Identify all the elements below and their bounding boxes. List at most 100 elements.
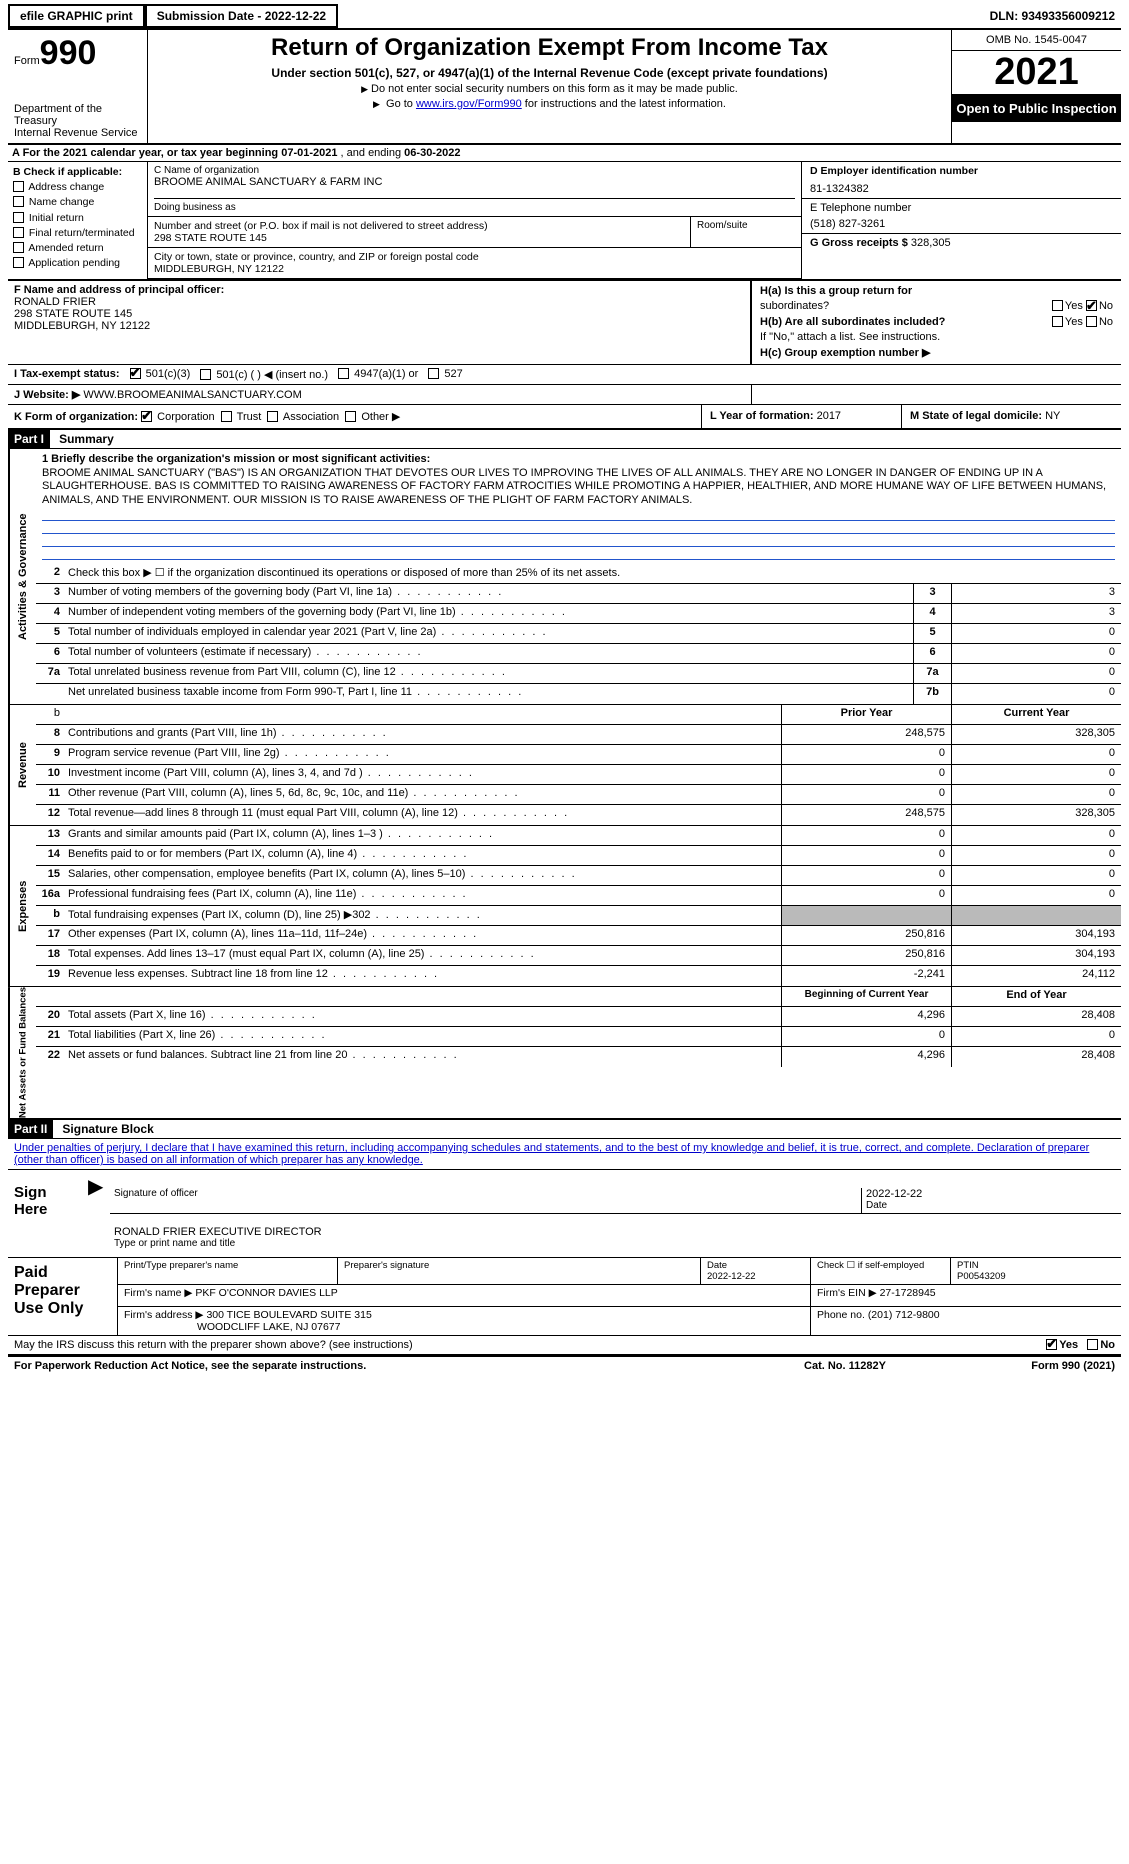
line-a-pre: A For the 2021 calendar year, or tax yea…: [12, 147, 281, 159]
chk-trust[interactable]: [221, 411, 232, 422]
chk-final-return[interactable]: Final return/terminated: [13, 226, 142, 240]
prior-year-hdr: Prior Year: [781, 705, 951, 724]
gross-receipts: 328,305: [911, 237, 951, 249]
l-label: L Year of formation:: [710, 410, 814, 422]
sidelabel-revenue: Revenue: [8, 705, 36, 825]
dept-treasury: Department of the Treasury: [14, 103, 141, 127]
discuss-no[interactable]: [1087, 1339, 1098, 1350]
state-domicile: NY: [1045, 410, 1060, 422]
chk-corporation[interactable]: [141, 411, 152, 422]
preparer-row-1: Print/Type preparer's name Preparer's si…: [118, 1258, 1121, 1285]
section-expenses: Expenses 13Grants and similar amounts pa…: [8, 826, 1121, 987]
chk-address-change[interactable]: Address change: [13, 180, 142, 194]
firm-addr-label: Firm's address ▶: [124, 1309, 204, 1321]
gov-row: 3Number of voting members of the governi…: [36, 584, 1121, 604]
k-label: K Form of organization:: [14, 411, 138, 423]
col-b: B Check if applicable: Address change Na…: [8, 162, 148, 279]
declaration-text: Under penalties of perjury, I declare th…: [8, 1139, 1121, 1169]
hb-note: If "No," attach a list. See instructions…: [760, 330, 1113, 345]
chk-4947[interactable]: [338, 368, 349, 379]
title-block: Form990 Department of the Treasury Inter…: [8, 30, 1121, 145]
f-label: F Name and address of principal officer:: [14, 284, 744, 296]
street-value: 298 STATE ROUTE 145: [154, 232, 684, 244]
part2-label: Part II: [8, 1120, 53, 1138]
phone-value: (518) 827-3261: [810, 218, 1113, 230]
goto-pre: Go to: [386, 98, 416, 110]
hb-label: H(b) Are all subordinates included?: [760, 316, 945, 328]
paid-preparer-block: Paid Preparer Use Only Print/Type prepar…: [8, 1257, 1121, 1336]
chk-association[interactable]: [267, 411, 278, 422]
discuss-question: May the IRS discuss this return with the…: [14, 1339, 413, 1351]
city-value: MIDDLEBURGH, NY 12122: [154, 263, 795, 275]
dba-label: Doing business as: [154, 198, 795, 213]
mission-label: 1 Briefly describe the organization's mi…: [42, 453, 1115, 467]
chk-name-change[interactable]: Name change: [13, 195, 142, 209]
data-row: 11Other revenue (Part VIII, column (A), …: [36, 785, 1121, 805]
chk-501c3[interactable]: [130, 368, 141, 379]
data-row: bTotal fundraising expenses (Part IX, co…: [36, 906, 1121, 926]
data-row: 22Net assets or fund balances. Subtract …: [36, 1047, 1121, 1067]
mission-text: BROOME ANIMAL SANCTUARY ("BAS") IS AN OR…: [42, 467, 1115, 508]
firm-name-label: Firm's name ▶: [124, 1287, 192, 1299]
firm-addr2: WOODCLIFF LAKE, NJ 07677: [197, 1321, 341, 1333]
data-row: 13Grants and similar amounts paid (Part …: [36, 826, 1121, 846]
line-2: 2 Check this box ▶ ☐ if the organization…: [36, 564, 1121, 584]
sign-arrow-icon: ▶: [88, 1170, 104, 1257]
line-a-mid: , and ending: [341, 147, 405, 159]
blueline: [42, 521, 1115, 534]
discuss-yes[interactable]: [1046, 1339, 1057, 1350]
data-row: 21Total liabilities (Part X, line 26)00: [36, 1027, 1121, 1047]
ha-label: H(a) Is this a group return for: [760, 285, 912, 297]
page-footer: For Paperwork Reduction Act Notice, see …: [8, 1357, 1121, 1375]
ha-no[interactable]: [1086, 300, 1097, 311]
part2-title: Signature Block: [56, 1120, 159, 1138]
j-label: J Website: ▶: [14, 389, 80, 401]
gov-row: Net unrelated business taxable income fr…: [36, 684, 1121, 704]
goto-note: Go to www.irs.gov/Form990 for instructio…: [156, 98, 943, 110]
form-title: Return of Organization Exempt From Incom…: [156, 34, 943, 62]
officer-printed-name: RONALD FRIER EXECUTIVE DIRECTOR: [114, 1226, 1117, 1238]
chk-other[interactable]: [345, 411, 356, 422]
chk-amended-return[interactable]: Amended return: [13, 241, 142, 255]
box-e: E Telephone number (518) 827-3261: [802, 199, 1121, 234]
data-row: 12Total revenue—add lines 8 through 11 (…: [36, 805, 1121, 825]
eoy-hdr: End of Year: [951, 987, 1121, 1006]
line-2-desc: Check this box ▶ ☐ if the organization d…: [64, 564, 1121, 583]
submission-date-button[interactable]: Submission Date - 2022-12-22: [145, 4, 338, 28]
current-year-hdr: Current Year: [951, 705, 1121, 724]
signature-block: Under penalties of perjury, I declare th…: [8, 1139, 1121, 1357]
chk-501c[interactable]: [200, 369, 211, 380]
chk-application-pending[interactable]: Application pending: [13, 256, 142, 270]
tax-year: 2021: [952, 51, 1121, 95]
sig-officer-label: Signature of officer: [110, 1188, 861, 1213]
hb-no[interactable]: [1086, 316, 1097, 327]
phone-label: Phone no.: [817, 1309, 865, 1321]
street-label: Number and street (or P.O. box if mail i…: [154, 220, 684, 232]
year-formation: 2017: [817, 410, 841, 422]
firm-addr1: 300 TICE BOULEVARD SUITE 315: [206, 1309, 371, 1321]
data-row: 18Total expenses. Add lines 13–17 (must …: [36, 946, 1121, 966]
data-row: 8Contributions and grants (Part VIII, li…: [36, 725, 1121, 745]
part2-header-row: Part II Signature Block: [8, 1120, 1121, 1139]
m-label: M State of legal domicile:: [910, 410, 1042, 422]
room-suite: Room/suite: [691, 217, 801, 247]
box-d: D Employer identification number 81-1324…: [802, 162, 1121, 199]
efile-print-button[interactable]: efile GRAPHIC print: [8, 4, 145, 28]
chk-527[interactable]: [428, 368, 439, 379]
self-employed-check[interactable]: Check ☐ if self-employed: [811, 1258, 951, 1284]
hb-yes[interactable]: [1052, 316, 1063, 327]
data-row: 20Total assets (Part X, line 16)4,29628,…: [36, 1007, 1121, 1027]
hc-label: H(c) Group exemption number ▶: [760, 347, 930, 359]
website-value: WWW.BROOMEANIMALSANCTUARY.COM: [83, 389, 301, 401]
mission-block: 1 Briefly describe the organization's mi…: [36, 449, 1121, 564]
line-a-end: 06-30-2022: [404, 147, 460, 159]
ha-yes[interactable]: [1052, 300, 1063, 311]
blueline: [42, 534, 1115, 547]
paperwork-notice: For Paperwork Reduction Act Notice, see …: [14, 1360, 755, 1372]
box-g: G Gross receipts $ 328,305: [802, 234, 1121, 252]
chk-initial-return[interactable]: Initial return: [13, 211, 142, 225]
firm-ein-label: Firm's EIN ▶: [817, 1287, 877, 1299]
e-label: E Telephone number: [810, 202, 1113, 214]
section-revenue: Revenue b Prior Year Current Year 8Contr…: [8, 705, 1121, 826]
irs-link[interactable]: www.irs.gov/Form990: [416, 98, 522, 110]
